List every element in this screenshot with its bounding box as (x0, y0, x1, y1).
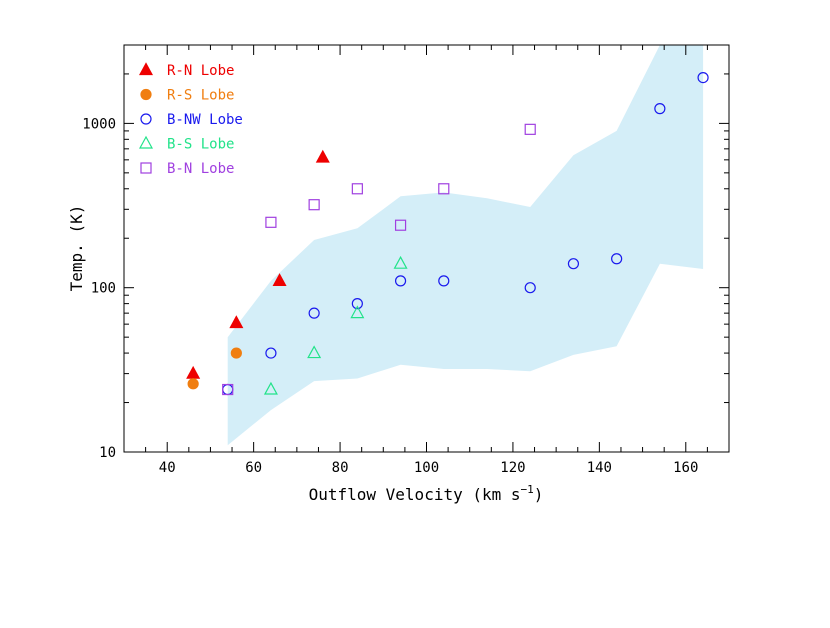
data-point-b-nw-lobe (654, 103, 666, 115)
x-tick-label: 40 (159, 460, 176, 476)
data-point-b-nw-lobe (438, 275, 450, 287)
data-point-b-nw-lobe (351, 298, 363, 310)
data-point-b-s-lobe (263, 381, 278, 395)
shaded-temperature-band (227, 45, 704, 446)
legend-marker-b-n-lobe (140, 162, 152, 174)
legend-marker-r-s-lobe (140, 88, 152, 101)
y-axis-label: Temp. (K) (67, 205, 86, 292)
axis-ticks-layer: 40 60 80 100 120 140 160 10 100 1000 (82, 44, 729, 476)
x-tick-label: 100 (414, 460, 439, 476)
legend: R-N Lobe R-S Lobe B-NW Lobe B-S Lobe B-N Lob… (138, 62, 243, 177)
data-point-b-n-lobe (308, 199, 320, 211)
data-point-b-s-lobe (307, 345, 322, 359)
legend-label-b-s-lobe: B-S Lobe (167, 137, 234, 153)
data-point-r-n-lobe (315, 149, 330, 163)
legend-label-b-n-lobe: B-N Lobe (167, 161, 234, 177)
data-point-b-n-lobe (438, 183, 450, 195)
y-tick-label: 10 (99, 445, 116, 461)
data-point-b-n-lobe (524, 123, 536, 135)
legend-marker-b-s-lobe (138, 135, 154, 149)
data-point-b-n-lobe (351, 183, 363, 195)
data-point-b-nw-lobe (567, 258, 580, 270)
data-point-b-nw-lobe (308, 307, 320, 319)
y-tick-label: 100 (91, 281, 116, 297)
data-point-r-n-lobe (272, 273, 287, 286)
y-tick-label: 1000 (82, 116, 116, 132)
legend-label-r-n-lobe: R-N Lobe (167, 63, 234, 79)
data-point-r-s-lobe (230, 347, 242, 359)
data-point-r-n-lobe (229, 315, 244, 329)
data-point-b-n-lobe (222, 383, 234, 396)
legend-marker-b-nw-lobe (140, 113, 152, 125)
data-point-b-n-lobe (265, 216, 277, 228)
data-point-b-s-lobe (350, 305, 365, 319)
x-tick-label: 80 (332, 460, 349, 476)
shaded-band-layer (227, 45, 704, 446)
x-axis-label-main: Outflow Velocity (km s (309, 485, 521, 504)
legend-label-b-nw-lobe: B-NW Lobe (167, 112, 243, 128)
data-point-b-nw-lobe (611, 253, 623, 265)
data-point-r-n-lobe (186, 365, 201, 379)
x-tick-label: 120 (500, 460, 525, 476)
x-tick-label: 60 (245, 460, 262, 476)
data-point-b-s-lobe (393, 255, 408, 269)
x-tick-label: 160 (673, 460, 698, 476)
legend-marker-r-n-lobe (138, 62, 154, 76)
data-point-b-nw-lobe (265, 347, 277, 359)
data-point-b-nw-lobe (524, 282, 536, 294)
x-axis-label: Outflow Velocity (km s−1) (309, 483, 544, 504)
data-point-r-s-lobe (187, 378, 199, 390)
x-axis-label-suffix: ) (534, 485, 544, 504)
data-markers-layer (186, 71, 709, 396)
x-axis-label-superscript: −1 (521, 483, 534, 496)
data-point-b-nw-lobe (394, 275, 407, 287)
data-point-b-n-lobe (394, 219, 407, 231)
x-tick-label: 140 (587, 460, 612, 476)
data-point-b-nw-lobe (697, 71, 709, 84)
legend-label-r-s-lobe: R-S Lobe (167, 88, 234, 104)
